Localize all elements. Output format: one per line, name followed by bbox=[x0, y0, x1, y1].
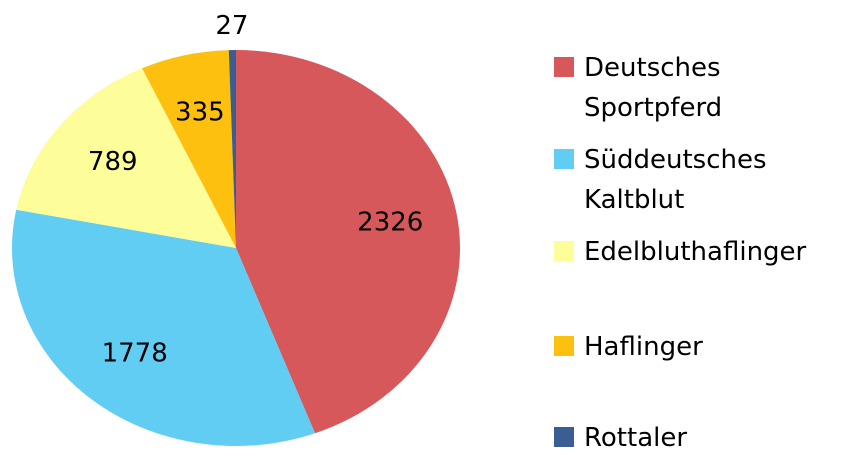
legend-swatch bbox=[554, 427, 574, 447]
pie-slice bbox=[236, 50, 460, 434]
legend-swatch bbox=[554, 241, 574, 261]
legend-item: Deutsches Sportpferd bbox=[554, 48, 844, 128]
legend-swatch bbox=[554, 57, 574, 77]
legend-label: Haflinger bbox=[584, 332, 703, 362]
pie-slice bbox=[142, 50, 236, 249]
data-label: 1778 bbox=[102, 338, 168, 368]
legend-item: Rottaler bbox=[554, 418, 844, 455]
legend-swatch bbox=[554, 336, 574, 356]
legend-item: Edelbluthaflinger bbox=[554, 232, 844, 272]
data-label: 789 bbox=[88, 147, 138, 177]
data-label: 27 bbox=[215, 11, 248, 41]
data-label: 2326 bbox=[357, 208, 423, 238]
legend-label: Süddeutsches Kaltblut bbox=[584, 145, 767, 215]
pie-area: 2326 1778 789 335 27 bbox=[11, 11, 460, 446]
legend-swatch bbox=[554, 149, 574, 169]
legend-item: Süddeutsches Kaltblut bbox=[554, 140, 844, 220]
legend-label: Deutsches Sportpferd bbox=[584, 53, 723, 123]
legend-label: Rottaler bbox=[584, 423, 688, 453]
pie-slice bbox=[11, 209, 316, 446]
legend-label: Edelbluthaflinger bbox=[584, 237, 807, 267]
pie-slice bbox=[228, 50, 236, 248]
legend-item: Haflinger bbox=[554, 327, 844, 367]
pie-slice bbox=[16, 68, 237, 248]
data-label: 335 bbox=[175, 98, 225, 128]
